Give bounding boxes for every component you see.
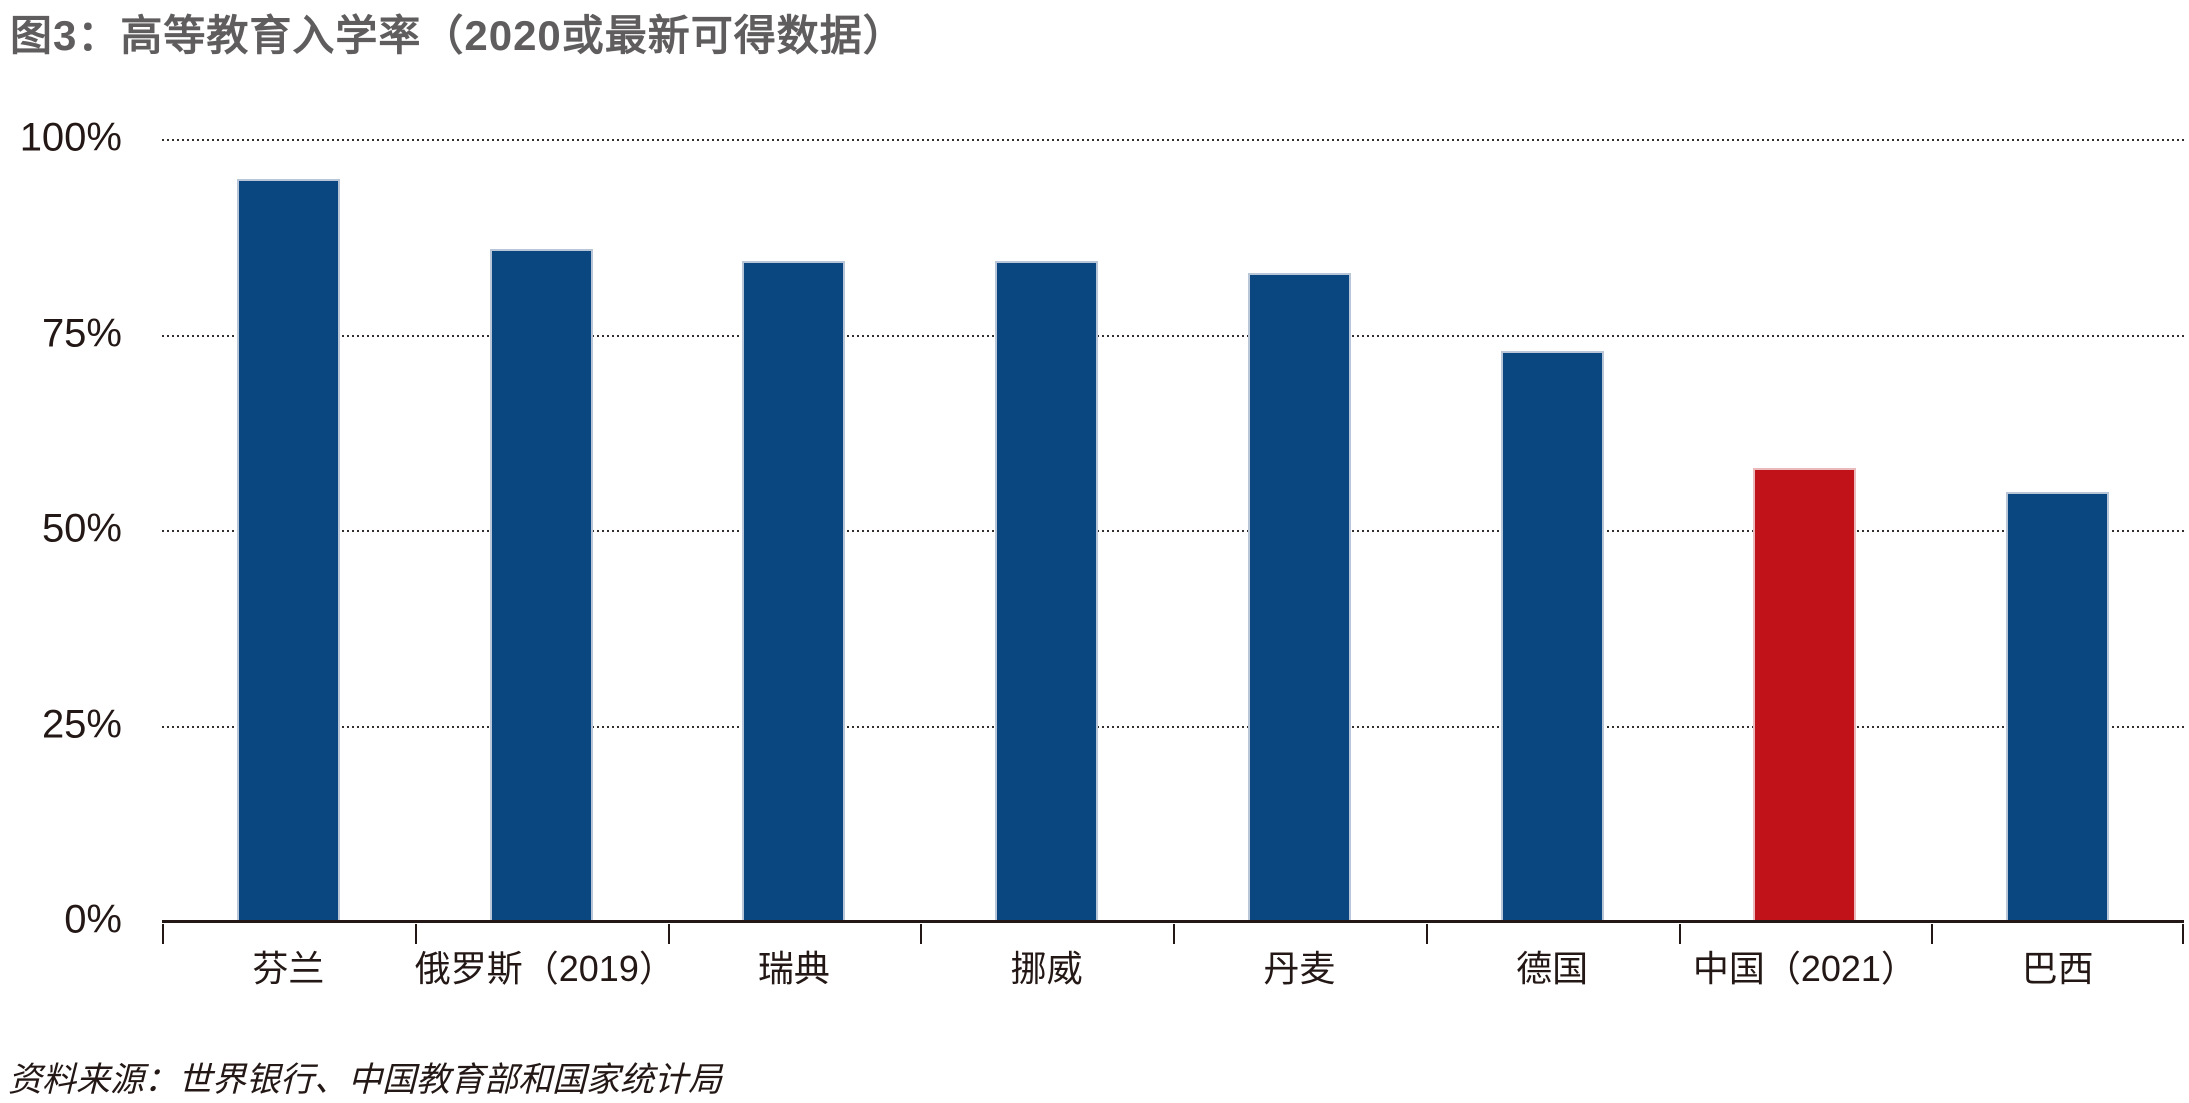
source-note: 资料来源：世界银行、中国教育部和国家统计局 xyxy=(8,1061,722,1099)
gridline-75 xyxy=(162,334,2184,337)
x-axis-label-brazil: 巴西 xyxy=(2021,948,2094,989)
x-axis-tick xyxy=(162,924,164,944)
x-axis-tick xyxy=(1425,924,1428,944)
y-axis-label-75: 75% xyxy=(41,311,122,356)
x-axis-tick xyxy=(2182,924,2184,944)
figure-title: 图3：高等教育入学率（2020或最新可得数据） xyxy=(10,12,906,59)
x-axis-tick xyxy=(1678,924,1681,944)
bar-finland xyxy=(236,179,340,922)
x-axis-label-china-2021: 中国（2021） xyxy=(1692,948,1917,989)
bar-china-2021 xyxy=(1753,468,1857,922)
x-axis-label-norway: 挪威 xyxy=(1010,948,1083,989)
x-axis-tick xyxy=(667,924,670,944)
x-axis-tick xyxy=(920,924,923,944)
x-axis-label-denmark: 丹麦 xyxy=(1263,948,1336,989)
bar-germany xyxy=(1500,351,1604,922)
bar-russia-2019 xyxy=(489,249,593,922)
gridline-50 xyxy=(162,530,2184,532)
bar-denmark xyxy=(1247,273,1351,922)
x-axis-label-finland: 芬兰 xyxy=(252,948,325,989)
y-axis-label-100: 100% xyxy=(19,115,122,160)
x-axis-label-sweden: 瑞典 xyxy=(757,948,830,989)
x-axis-label-russia-2019: 俄罗斯（2019） xyxy=(414,948,675,989)
x-axis-line xyxy=(162,920,2184,923)
bar-brazil xyxy=(2006,492,2110,922)
x-axis-tick xyxy=(1931,924,1934,944)
plot-area: 芬兰 俄罗斯（2019） 瑞典 挪威 丹麦 德国 中国（2021） 巴西 xyxy=(162,139,2184,989)
x-axis-tick xyxy=(414,924,417,944)
y-axis-label-50: 50% xyxy=(41,506,122,551)
bar-sweden xyxy=(742,261,846,922)
gridline-25 xyxy=(162,725,2184,728)
bar-norway xyxy=(995,261,1099,922)
x-axis-label-germany: 德国 xyxy=(1516,948,1589,989)
gridline-100 xyxy=(162,139,2184,141)
y-axis-label-0: 0% xyxy=(64,897,122,942)
x-axis-tick xyxy=(1173,924,1175,944)
y-axis-label-25: 25% xyxy=(41,702,122,747)
